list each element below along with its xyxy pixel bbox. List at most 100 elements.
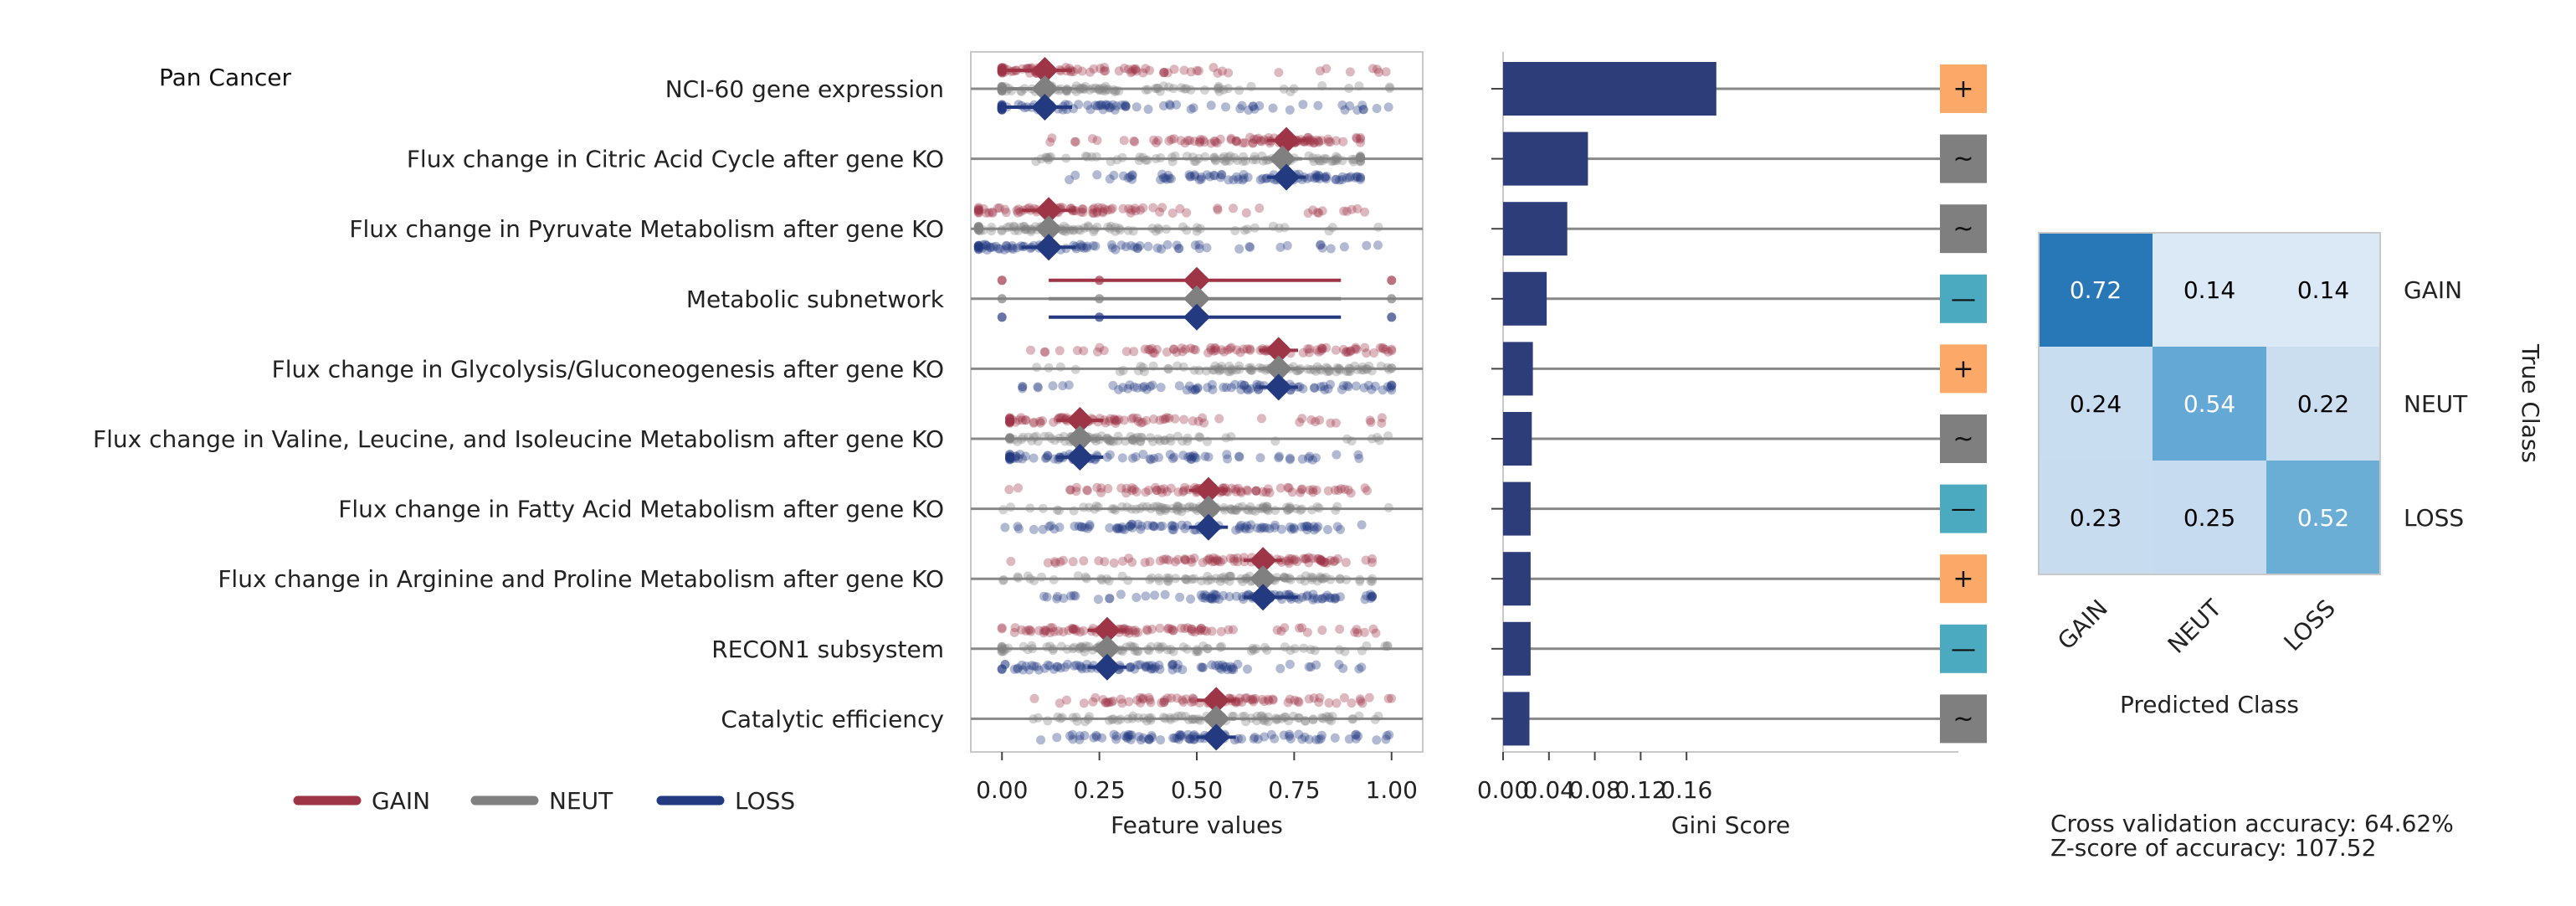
data-point — [1304, 151, 1314, 161]
data-point — [1199, 625, 1208, 636]
data-point — [1043, 716, 1053, 726]
data-point — [1098, 207, 1108, 216]
data-point — [1356, 151, 1365, 161]
data-point — [1317, 625, 1327, 636]
data-point — [1251, 644, 1261, 654]
data-point — [1225, 553, 1235, 564]
data-point — [1368, 592, 1377, 602]
data-point — [1200, 85, 1209, 95]
data-point — [1324, 714, 1334, 724]
data-point — [1383, 693, 1393, 703]
data-point — [1331, 418, 1341, 428]
data-point — [1071, 626, 1081, 636]
data-point — [1174, 734, 1184, 744]
data-point — [1042, 592, 1052, 602]
data-point — [1225, 367, 1235, 377]
data-point — [997, 226, 1007, 236]
data-point — [1347, 204, 1357, 214]
data-point — [1324, 366, 1334, 375]
data-point — [1259, 502, 1269, 512]
data-point — [1296, 505, 1306, 515]
data-point — [1153, 452, 1163, 462]
predicted-class-tick-label: NEUT — [2163, 594, 2228, 659]
data-point — [1191, 453, 1201, 463]
data-point — [1157, 698, 1167, 708]
data-point — [1270, 522, 1280, 533]
data-point — [1005, 433, 1015, 442]
data-point — [1318, 558, 1328, 568]
data-point — [1098, 208, 1108, 218]
data-point — [1126, 504, 1137, 514]
data-point — [1203, 555, 1213, 565]
data-point — [1047, 133, 1057, 143]
data-point — [1109, 729, 1119, 739]
data-point — [1266, 729, 1276, 739]
data-point — [1312, 135, 1322, 145]
data-point — [1181, 574, 1191, 584]
data-point — [1243, 664, 1252, 674]
data-point — [1236, 384, 1246, 394]
data-point — [1018, 432, 1028, 442]
data-point — [1116, 589, 1126, 600]
data-point — [1049, 626, 1060, 636]
data-point — [1117, 152, 1127, 162]
data-point — [1037, 572, 1046, 582]
data-point — [1127, 486, 1137, 496]
data-point — [1374, 435, 1384, 445]
data-point — [1309, 525, 1319, 535]
feature-label: Flux change in Citric Acid Cycle after g… — [407, 146, 944, 173]
data-point — [1151, 226, 1161, 236]
data-point — [1152, 486, 1162, 496]
data-point — [1031, 157, 1041, 167]
data-point — [1119, 136, 1129, 146]
data-point — [997, 623, 1007, 633]
data-point — [1126, 205, 1137, 215]
data-point — [1136, 436, 1146, 446]
data-point — [1050, 559, 1060, 568]
data-point — [1080, 151, 1090, 161]
data-point — [1282, 505, 1292, 515]
data-point — [1136, 205, 1145, 215]
data-point — [1316, 343, 1326, 353]
data-point — [1327, 223, 1337, 233]
data-point — [1288, 712, 1298, 721]
data-point — [1164, 364, 1173, 374]
data-point — [1141, 85, 1151, 95]
data-point — [1172, 100, 1182, 110]
direction-badge-label: — — [1951, 495, 1976, 524]
data-point — [1138, 733, 1148, 743]
data-point — [1138, 68, 1148, 78]
data-point — [1165, 450, 1175, 460]
data-point — [1326, 379, 1335, 389]
data-point — [1349, 155, 1359, 165]
data-point — [1141, 662, 1151, 672]
data-point — [1127, 66, 1137, 76]
data-point — [1239, 344, 1249, 354]
data-point — [1259, 522, 1269, 533]
data-point — [1195, 136, 1205, 147]
data-point — [1126, 662, 1136, 672]
data-point — [1016, 413, 1026, 423]
data-point — [1221, 433, 1231, 443]
data-point — [1095, 342, 1105, 353]
data-point — [1210, 155, 1220, 165]
data-point — [1333, 486, 1343, 495]
data-point — [1102, 452, 1112, 462]
data-point — [1183, 452, 1193, 462]
data-point — [1157, 245, 1167, 254]
data-point — [1182, 575, 1192, 585]
data-point — [1192, 65, 1202, 75]
data-point — [1296, 574, 1306, 584]
data-point — [1075, 83, 1085, 93]
data-point — [1317, 81, 1327, 90]
data-point — [1245, 694, 1255, 704]
data-point — [1261, 503, 1271, 513]
data-point — [1234, 502, 1244, 512]
data-point — [1210, 361, 1220, 371]
data-point — [1260, 716, 1270, 726]
data-point — [1257, 694, 1267, 704]
data-point — [1038, 524, 1048, 534]
data-point — [1164, 173, 1174, 183]
data-point — [1206, 342, 1216, 353]
data-point — [1046, 521, 1056, 531]
